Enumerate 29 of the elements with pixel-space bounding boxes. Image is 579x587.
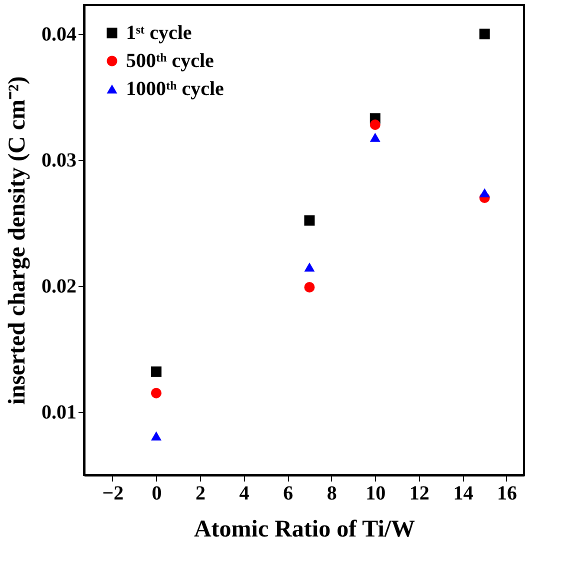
x-tick-label: 14 <box>453 482 474 504</box>
x-tick-label: 2 <box>196 482 206 504</box>
x-tick-label: 6 <box>283 482 294 504</box>
legend-label: 1ˢᵗ cycle <box>126 22 192 44</box>
point <box>304 215 315 226</box>
x-tick-label: 16 <box>496 482 517 504</box>
point <box>370 119 380 130</box>
y-tick-label: 0.02 <box>42 275 76 298</box>
x-tick-label: −2 <box>102 482 124 504</box>
y-tick-label: 0.04 <box>42 23 76 46</box>
x-tick-label: 0 <box>152 482 162 504</box>
x-tick-label: 8 <box>326 482 337 504</box>
point <box>150 388 162 398</box>
point <box>150 366 162 377</box>
y-tick-label: 0.01 <box>42 401 76 424</box>
x-axis-title: Atomic Ratio of Ti/W <box>194 516 416 542</box>
point <box>479 188 490 198</box>
y-tick-label: 0.03 <box>42 149 76 172</box>
point <box>150 431 162 440</box>
x-tick-label: 12 <box>409 482 430 504</box>
point <box>479 28 490 40</box>
point <box>370 132 380 142</box>
legend-label: 1000ᵗʰ cycle <box>126 78 224 100</box>
y-axis-title: inserted charge density (C cm⁻²) <box>4 76 30 405</box>
legend-label: 500ᵗʰ cycle <box>126 50 214 72</box>
x-tick-label: 10 <box>366 482 386 504</box>
point <box>304 282 315 292</box>
point <box>304 262 315 272</box>
x-tick-label: 4 <box>239 482 250 504</box>
